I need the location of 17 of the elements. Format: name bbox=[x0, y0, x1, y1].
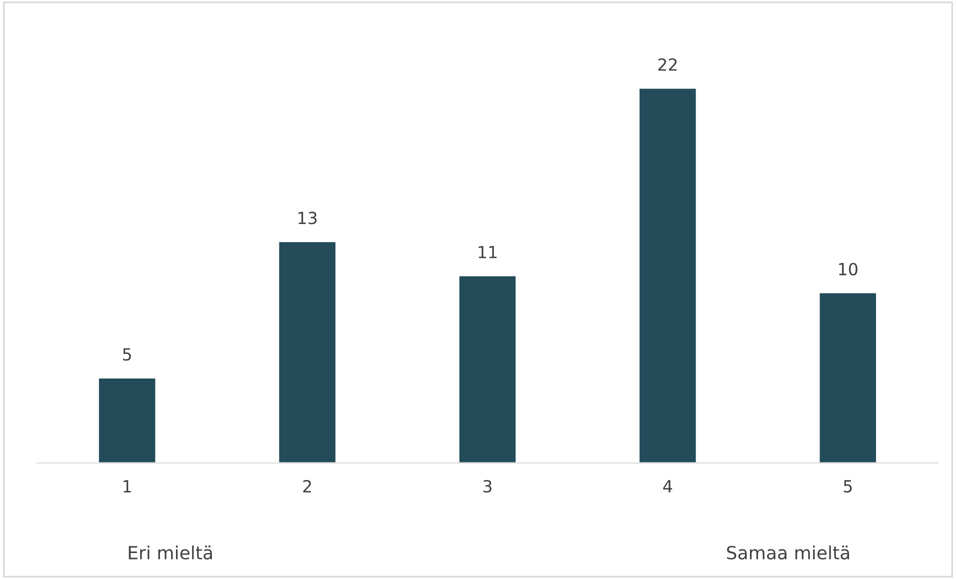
bar bbox=[818, 292, 878, 463]
text: Samaa mieltä bbox=[727, 546, 850, 560]
bar bbox=[278, 240, 337, 463]
x-tick-label: 3 bbox=[483, 480, 492, 493]
bar bbox=[98, 377, 157, 463]
data-label: 22 bbox=[658, 58, 677, 71]
x-tick-label: 5 bbox=[844, 480, 852, 493]
data-label: 11 bbox=[478, 246, 497, 258]
bar bbox=[458, 274, 518, 463]
data-label: 13 bbox=[298, 212, 317, 224]
bar bbox=[638, 87, 698, 463]
data-label: 5 bbox=[123, 348, 131, 361]
data-label: 10 bbox=[839, 262, 858, 276]
x-tick-label: 1 bbox=[124, 480, 131, 492]
x-tick-label: 4 bbox=[663, 480, 672, 492]
x-tick-label: 2 bbox=[303, 480, 311, 492]
text: Eri mieltä bbox=[128, 546, 212, 560]
